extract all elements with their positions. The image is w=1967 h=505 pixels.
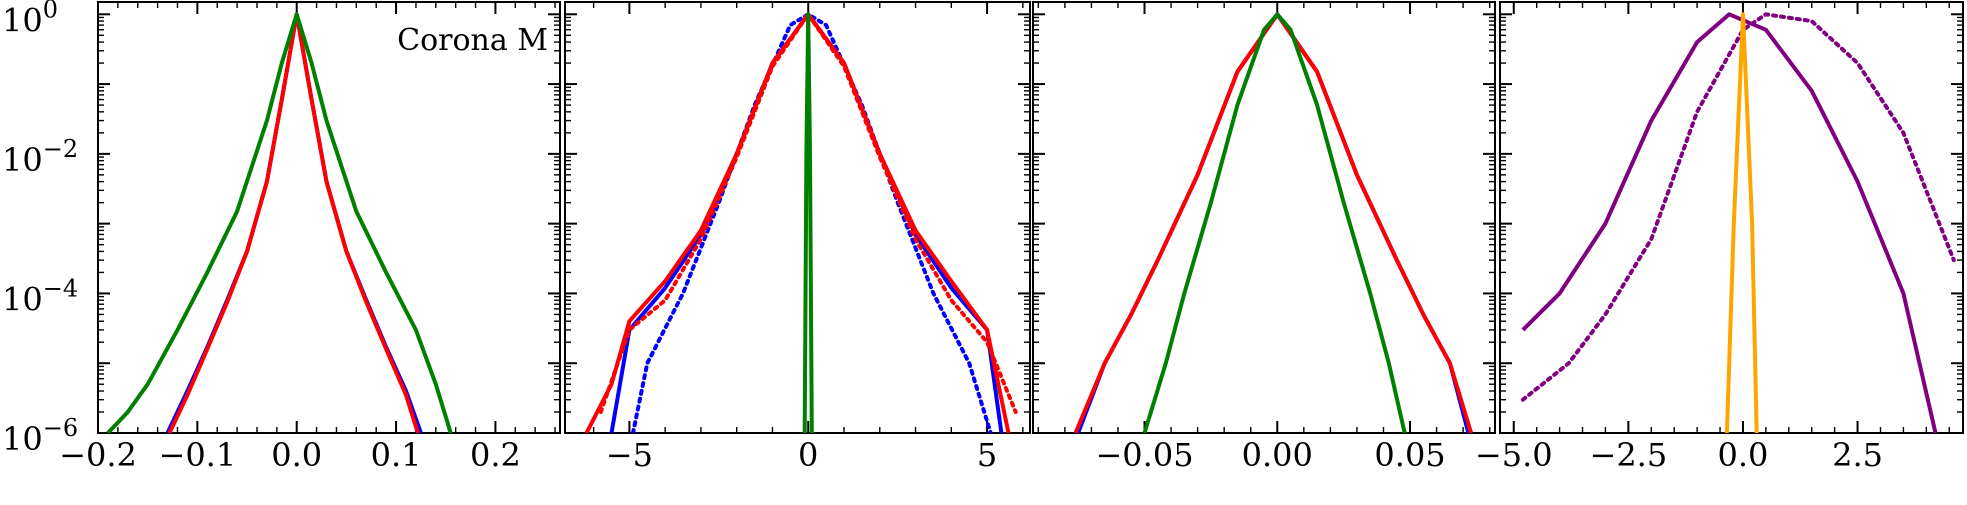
series-line-2 xyxy=(167,12,420,433)
y-tick-label: 10−6 xyxy=(2,414,78,458)
x-tick-label: 0 xyxy=(798,436,818,474)
x-tick-label: 0.0 xyxy=(271,436,322,474)
x-tick-label: −5.0 xyxy=(1475,436,1553,474)
x-tick-label: 5 xyxy=(977,436,997,474)
x-tick-label: −0.2 xyxy=(59,436,137,474)
panel-frame xyxy=(1499,1,1964,434)
series-line-1 xyxy=(1076,12,1471,433)
panel-annotation: Corona M xyxy=(397,23,548,58)
series-line-3 xyxy=(106,12,453,433)
x-tick-label: 0.05 xyxy=(1374,436,1445,474)
panel-frame xyxy=(1032,1,1496,434)
panels: −0.2 −0.1 0.0 0.1 0.2 Corona M −5 0 5 −0.05 0.00 0.… xyxy=(2,0,1964,474)
x-tick-label: −5 xyxy=(606,436,653,474)
panel-1: −0.2 −0.1 0.0 0.1 0.2 Corona M xyxy=(59,1,561,474)
series-line-3 xyxy=(1724,12,1759,433)
series-line-2 xyxy=(1073,12,1474,433)
panel-frame xyxy=(97,1,561,434)
panel-3: −0.05 0.00 0.05 xyxy=(1032,1,1496,474)
x-tick-label: 0.00 xyxy=(1242,436,1313,474)
y-tick-label: 10−2 xyxy=(2,135,78,179)
x-tick-label: 0.1 xyxy=(371,436,422,474)
y-tick-label: 100 xyxy=(2,0,58,39)
x-tick-label: 0.2 xyxy=(470,436,521,474)
x-tick-label: 0.0 xyxy=(1718,436,1769,474)
x-tick-label: −0.05 xyxy=(1095,436,1193,474)
series-line-5 xyxy=(802,12,814,433)
panel-frame xyxy=(564,1,1031,434)
y-tick-label: 10−4 xyxy=(2,274,78,318)
series-line-2 xyxy=(1520,12,1956,402)
series-line-1 xyxy=(1521,12,1938,433)
x-tick-label: −2.5 xyxy=(1590,436,1668,474)
panel-2: −5 0 5 xyxy=(564,1,1031,474)
series-line-3 xyxy=(1142,12,1407,433)
panel-4: −5.0 −2.5 0.0 2.5 xyxy=(1475,1,1964,474)
x-tick-label: −0.1 xyxy=(159,436,237,474)
series-line-3 xyxy=(584,12,1011,433)
series-line-1 xyxy=(165,12,423,433)
x-tick-label: 2.5 xyxy=(1832,436,1883,474)
y-axis-labels: 100 10−2 10−4 10−6 xyxy=(2,0,78,458)
